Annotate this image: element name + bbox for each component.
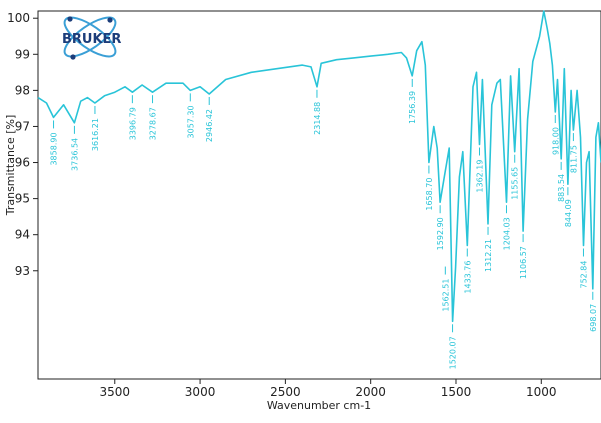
peak-label: 1756.39 [408,91,417,124]
peak-label: 3858.90 [50,132,59,165]
peak-label: 3616.21 [91,118,100,151]
peak-label: 844.09 [564,199,573,227]
y-axis-title: Transmittance [%] [4,115,17,217]
x-tick-label: 1500 [441,385,472,399]
logo-dot-1 [67,16,73,22]
peak-label: 3278.67 [149,107,158,140]
x-tick-label: 3500 [99,385,130,399]
peak-label: 2946.42 [205,109,214,142]
y-tick-label: 93 [15,264,30,278]
y-tick-label: 100 [7,11,30,25]
logo-text: BRUKER [62,32,121,47]
x-tick-label: 2000 [355,385,386,399]
peak-label: 1312.21 [484,239,493,272]
peak-label: 1592.90 [436,217,445,250]
logo-ring-1 [63,16,117,58]
x-axis-title: Wavenumber cm-1 [267,399,371,412]
x-axis: 3500 3000 2500 2000 1500 1000 [99,379,557,399]
spectrum-line [37,10,601,323]
peak-label: 3396.79 [128,107,137,140]
peak-label: 698.07 [589,304,598,332]
logo-ring-2 [63,16,117,58]
peak-annotations: 3858.90 3736.54 3616.21 3396.79 3278.67 3057.… [50,78,598,369]
x-tick-label: 3000 [185,385,216,399]
peak-label: 1362.19 [475,159,484,192]
peak-label: 2314.88 [313,102,322,135]
y-axis: 93 94 95 96 97 98 99 100 [7,11,38,278]
peak-label: 752.84 [579,261,588,289]
peak-label: 1658.70 [425,178,434,211]
y-tick-label: 96 [15,156,30,170]
logo-dot-2 [107,17,113,23]
peak-label: 1562.51 [441,279,450,312]
x-tick-label: 2500 [270,385,301,399]
y-tick-label: 98 [15,83,30,97]
peak-label: 3736.54 [70,138,79,171]
y-tick-label: 95 [15,192,30,206]
peak-label: 811.75 [569,145,578,173]
x-tick-label: 1000 [526,385,557,399]
bruker-logo: BRUKER [62,16,121,60]
y-tick-label: 97 [15,119,30,133]
peak-label: 883.54 [557,174,566,202]
peak-label: 1433.76 [463,261,472,294]
peak-label: 3057.30 [186,105,195,138]
peak-label: 1204.03 [502,217,511,250]
y-tick-label: 94 [15,228,30,242]
y-tick-label: 99 [15,47,30,61]
peak-label: 1106.57 [519,246,528,279]
logo-dot-3 [70,54,76,60]
peak-label: 1520.07 [449,336,458,369]
plot-area-frame [37,10,601,380]
peak-label: 918.00 [551,127,560,155]
peak-label: 1155.65 [511,167,520,200]
